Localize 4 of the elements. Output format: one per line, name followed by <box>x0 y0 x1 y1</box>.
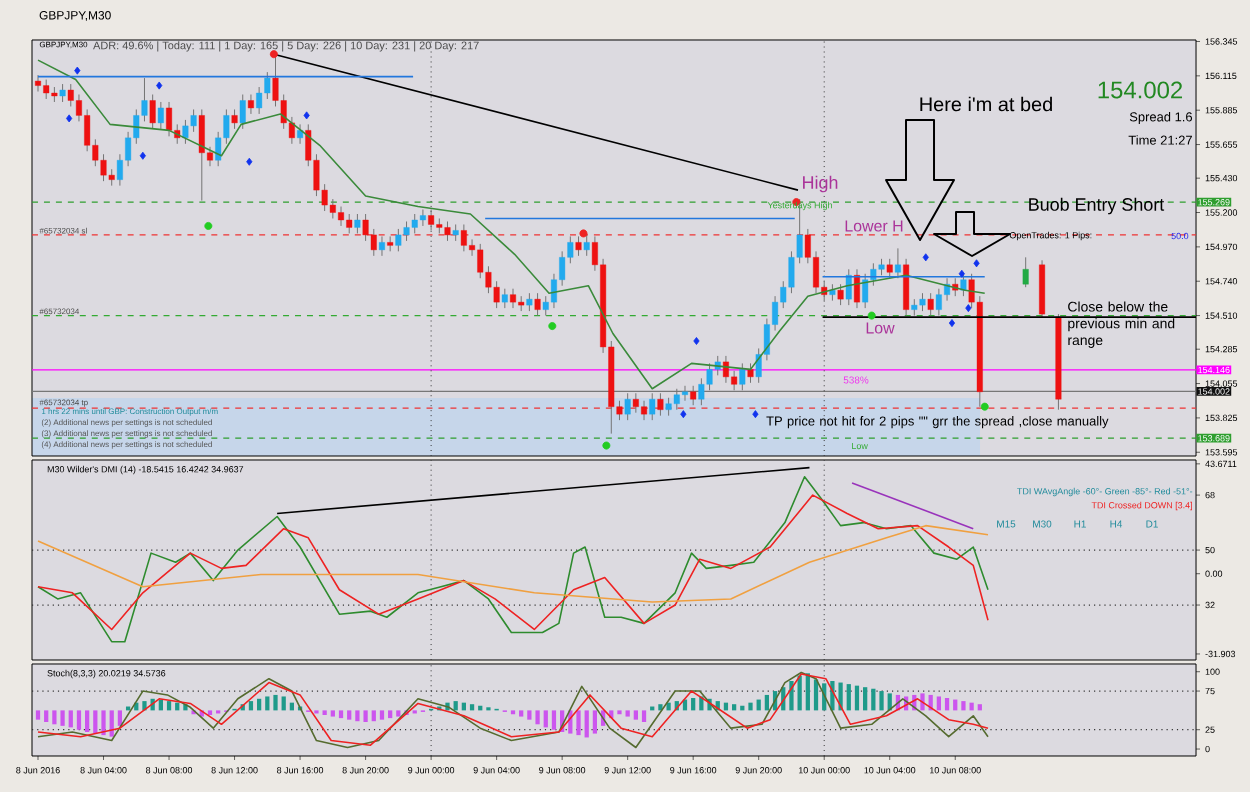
annotation: High <box>803 175 838 193</box>
annotation: 154.002 <box>1098 81 1183 99</box>
annotation: Buob Entry Short <box>1029 197 1165 215</box>
annotation: Here i'm at bed <box>920 96 1052 112</box>
